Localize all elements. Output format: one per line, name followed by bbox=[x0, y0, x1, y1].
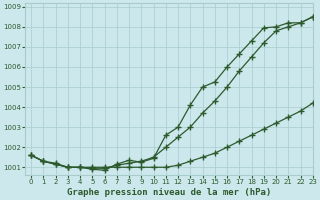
X-axis label: Graphe pression niveau de la mer (hPa): Graphe pression niveau de la mer (hPa) bbox=[67, 188, 271, 197]
